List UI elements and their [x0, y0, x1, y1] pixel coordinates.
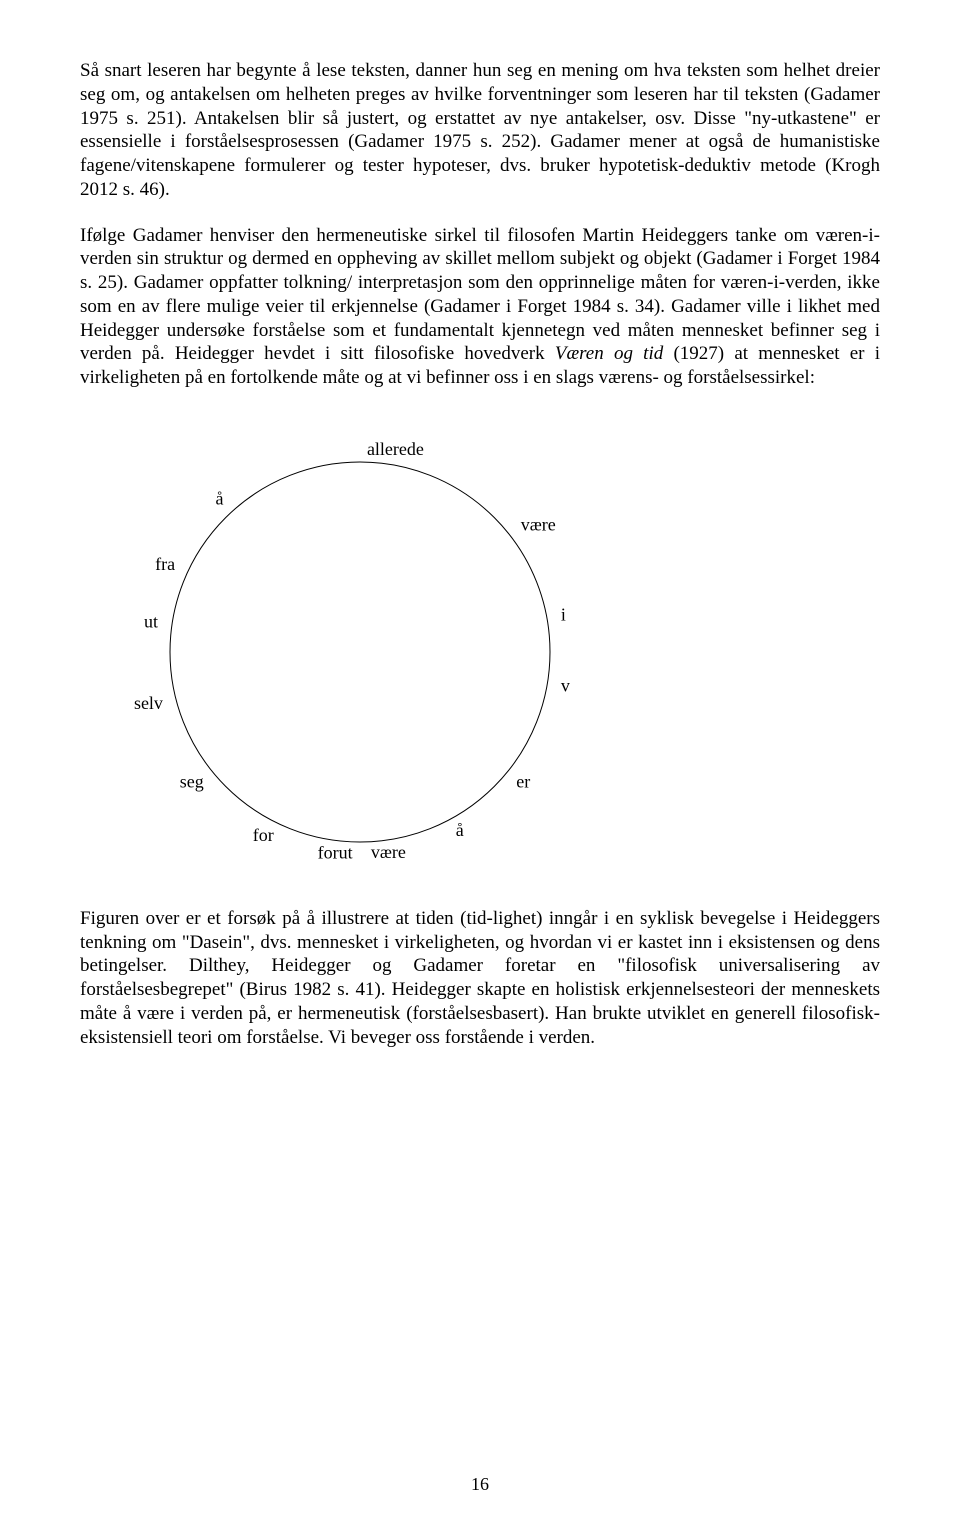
svg-text:seg: seg [180, 771, 204, 791]
paragraph-2: Ifølge Gadamer henviser den hermeneutisk… [80, 224, 880, 390]
circle-diagram: allerede være i verden er å være forut for seg sel… [110, 412, 880, 877]
svg-text:være: være [371, 842, 406, 862]
page-number: 16 [0, 1474, 960, 1495]
svg-text:er: er [516, 771, 530, 791]
svg-text:være: være [521, 514, 556, 534]
paragraph-1: Så snart leseren har begynte å lese teks… [80, 59, 880, 202]
document-page: Så snart leseren har begynte å lese teks… [0, 0, 960, 1515]
paragraph-2-italic: Væren og tid [555, 343, 663, 364]
svg-text:forut: forut [318, 842, 353, 862]
svg-text:for: for [253, 825, 274, 845]
svg-text:selv: selv [134, 693, 163, 713]
svg-text:å: å [215, 488, 223, 508]
svg-text:å: å [456, 820, 464, 840]
svg-text:allerede: allerede [367, 439, 424, 459]
svg-text:ut: ut [144, 611, 158, 631]
svg-text:verden: verden [561, 675, 570, 695]
svg-text:fra: fra [155, 554, 175, 574]
circle-svg: allerede være i verden er å være forut for seg sel… [110, 412, 570, 872]
paragraph-3: Figuren over er et forsøk på å illustrer… [80, 907, 880, 1050]
svg-text:i: i [561, 604, 566, 624]
